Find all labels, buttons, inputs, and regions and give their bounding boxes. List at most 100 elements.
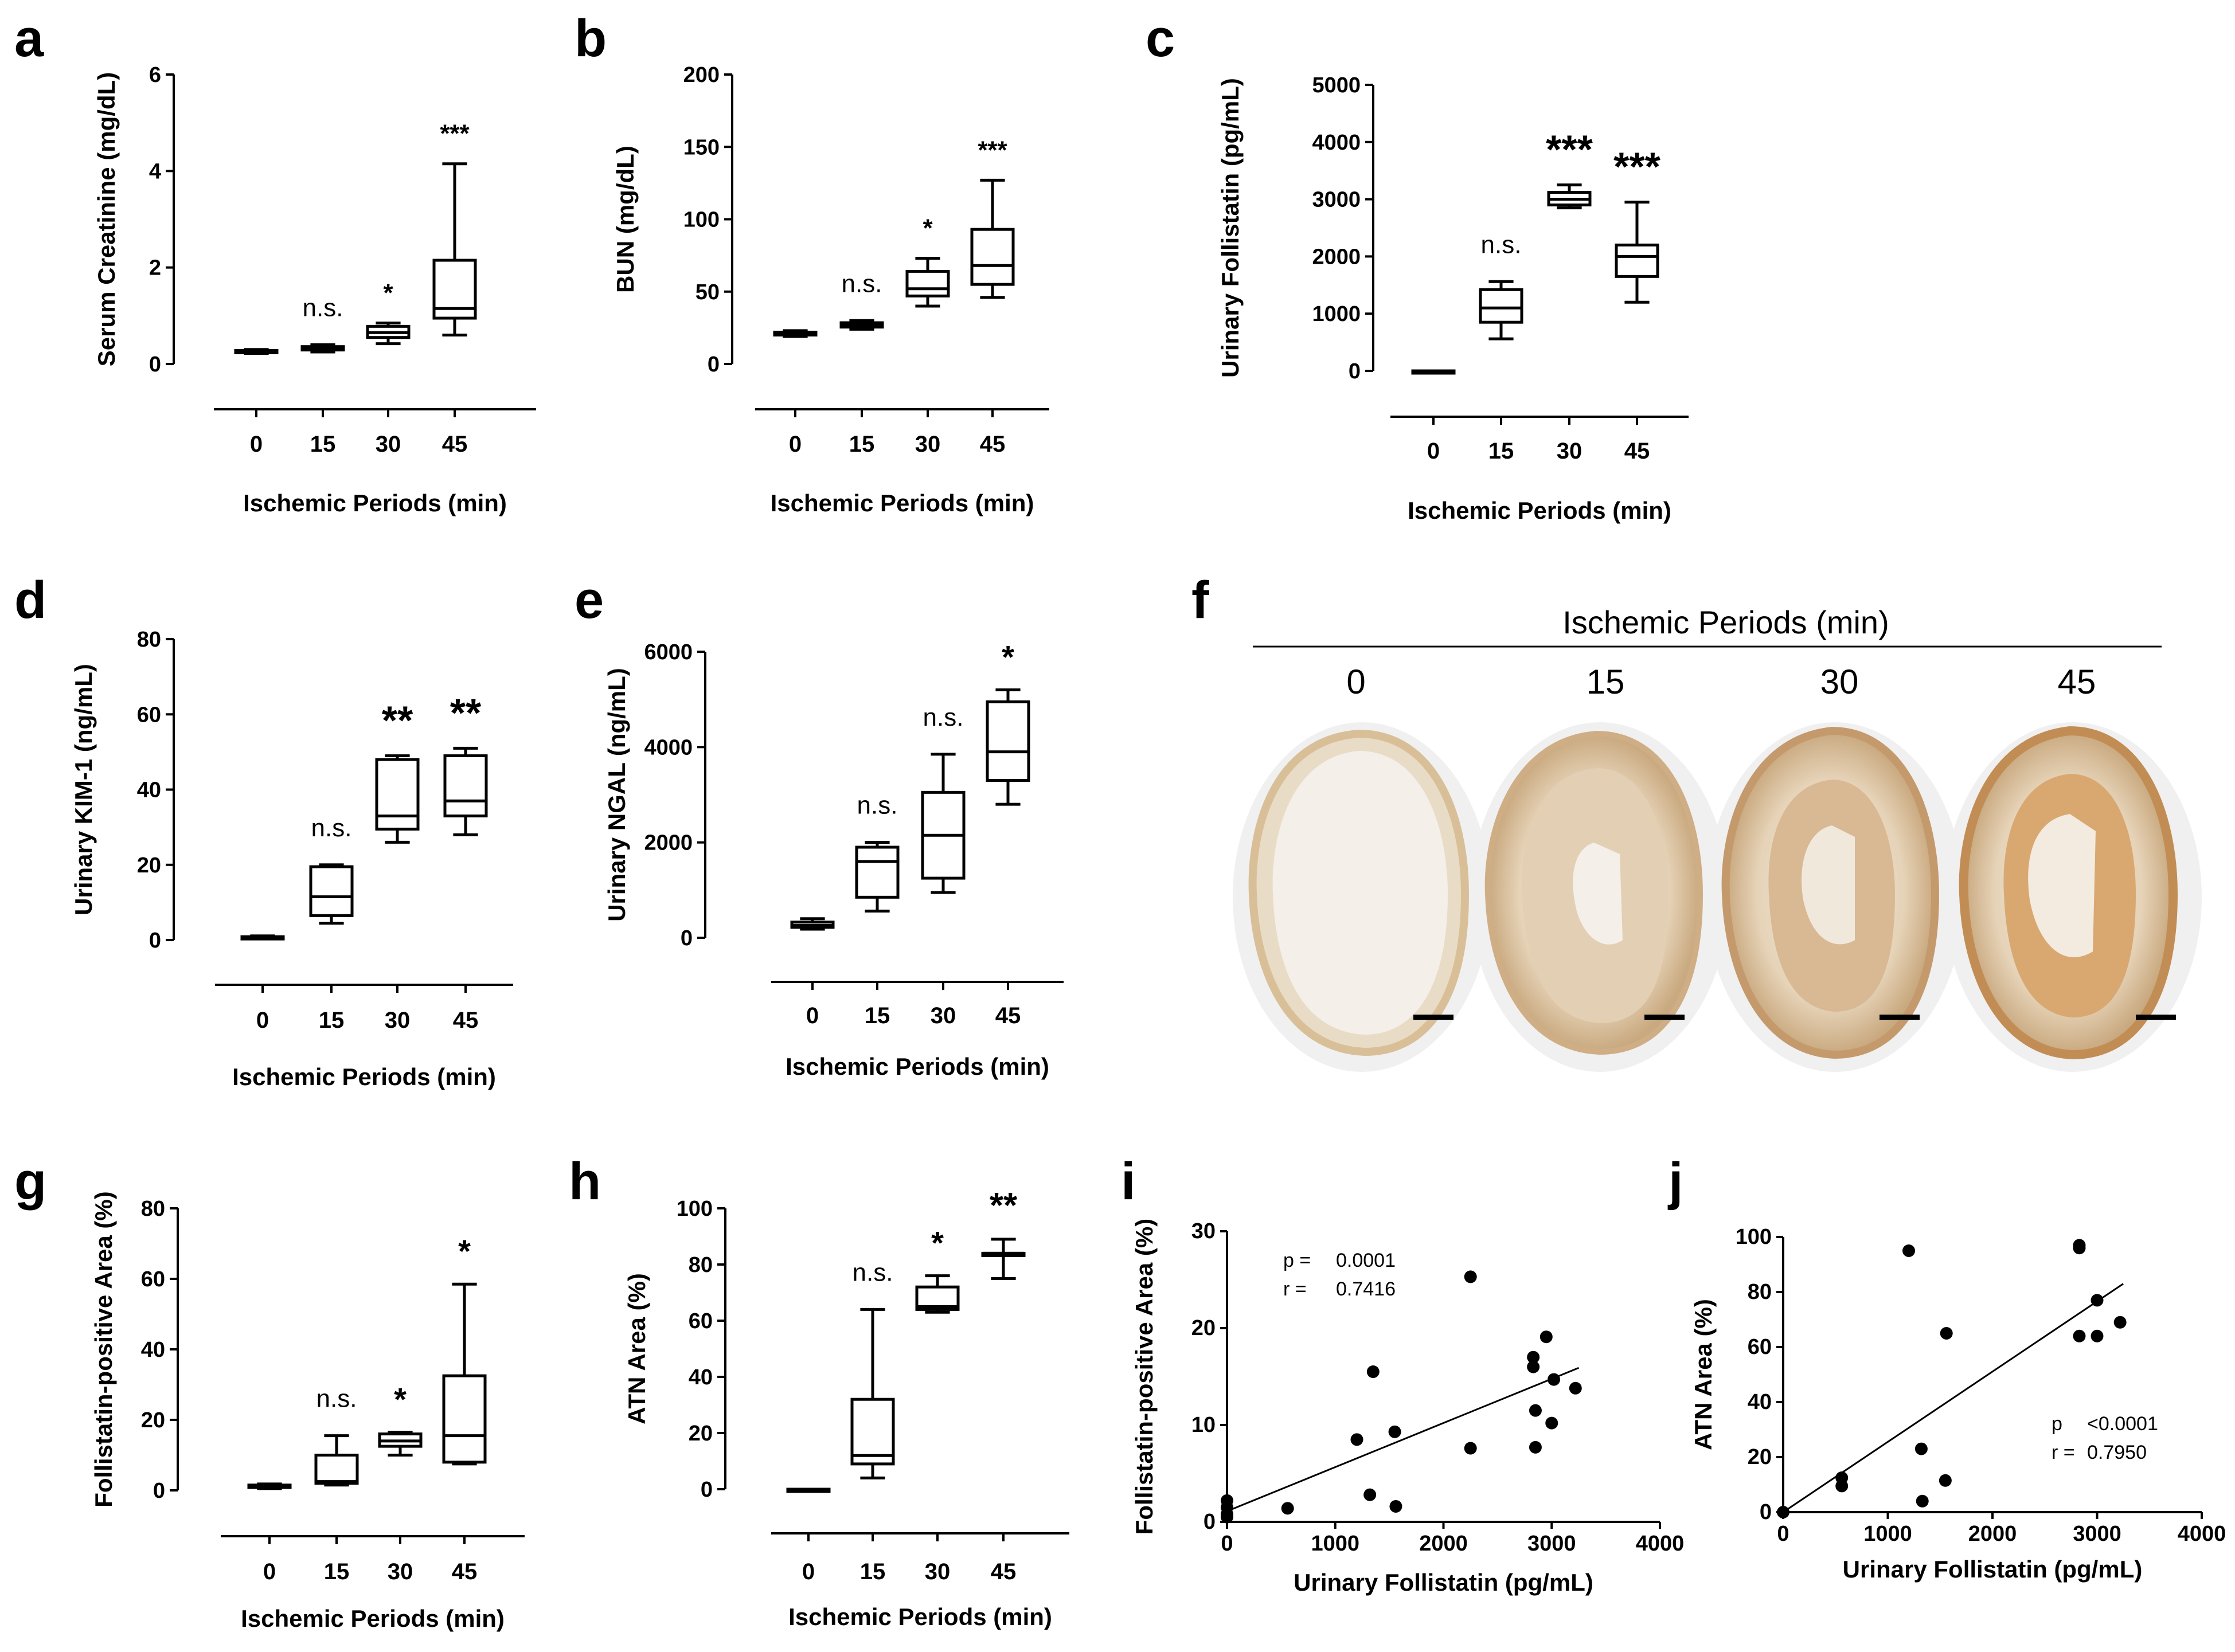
significance-label: *** — [1613, 144, 1660, 189]
y-tick-label: 20 — [689, 1422, 713, 1446]
y-tick-label: 80 — [689, 1253, 713, 1277]
y-tick-label: 6 — [149, 63, 161, 87]
y-tick-label: 4000 — [644, 735, 693, 760]
y-tick-label: 0 — [153, 1479, 165, 1503]
y-axis-title: Urinary KIM-1 (ng/mL) — [70, 664, 97, 915]
panel-letter-j: j — [1667, 1152, 1683, 1211]
box-45 — [986, 688, 1030, 806]
chart-c: 0 1000 2000 3000 4000 5000 0 15 30 45 Urinary Foll… — [1217, 73, 1689, 524]
x-tick-label: 15 — [310, 432, 336, 457]
y-tick-label: 150 — [683, 135, 720, 159]
regression-line — [1226, 1367, 1580, 1512]
data-point — [1363, 1488, 1377, 1501]
x-tick-label: 15 — [849, 432, 875, 457]
significance-label: ** — [990, 1186, 1018, 1226]
p-label: p — [2052, 1413, 2062, 1435]
data-point — [1569, 1381, 1582, 1395]
significance-label: n.s. — [853, 1258, 893, 1286]
y-tick-label: 60 — [137, 703, 161, 727]
x-tick-label: 2000 — [1968, 1522, 2017, 1546]
y-tick-label: 60 — [141, 1267, 165, 1291]
panel-letter-d: d — [14, 571, 46, 629]
kidney-image-15 — [1471, 722, 1729, 1072]
panel-letter-f: f — [1191, 571, 1209, 629]
data-point — [1914, 1442, 1928, 1455]
box-iqr — [850, 1397, 895, 1466]
y-tick-label: 100 — [683, 208, 720, 232]
x-axis-title: Ischemic Periods (min) — [771, 490, 1034, 516]
y-axis-title: Urinary Follistatin (pg/mL) — [1217, 78, 1244, 378]
y-tick-label: 0 — [1349, 359, 1361, 383]
significance-label: n.s. — [317, 1385, 357, 1413]
y-tick-label: 20 — [1748, 1445, 1772, 1469]
x-tick-label: 30 — [1557, 439, 1583, 464]
data-point — [1527, 1360, 1540, 1373]
y-tick-label: 4 — [149, 159, 161, 183]
x-axis-title: Ischemic Periods (min) — [786, 1053, 1049, 1080]
box-iqr — [375, 758, 420, 831]
y-tick-label: 3000 — [1312, 188, 1361, 212]
significance-label: *** — [978, 136, 1007, 164]
x-tick-label: 4000 — [1636, 1532, 1685, 1556]
x-axis-title: Urinary Follistatin (pg/mL) — [1294, 1569, 1593, 1596]
y-tick-label: 80 — [141, 1197, 165, 1221]
y-tick-label: 40 — [137, 778, 161, 802]
x-axis-title: Ischemic Periods (min) — [788, 1603, 1052, 1630]
y-tick-label: 40 — [141, 1338, 165, 1362]
x-tick-label: 2000 — [1419, 1532, 1468, 1556]
chart-e: 0 2000 4000 6000 0 15 30 45 Urinary NGAL (ng/mL)… — [603, 639, 1064, 1080]
scale-bar — [1644, 1015, 1685, 1020]
significance-label: * — [931, 1225, 944, 1261]
significance-label: * — [383, 279, 393, 307]
x-axis-title: Ischemic Periods (min) — [241, 1605, 505, 1632]
significance-label: n.s. — [311, 814, 352, 842]
scale-bar — [2136, 1015, 2176, 1020]
box-45 — [443, 746, 488, 836]
data-point — [1902, 1244, 1915, 1257]
data-point — [1916, 1494, 1929, 1508]
y-tick-label: 40 — [689, 1365, 713, 1389]
y-tick-label: 0 — [149, 353, 161, 377]
y-tick-label: 20 — [1191, 1316, 1216, 1340]
box-15 — [850, 1307, 895, 1479]
panel-letter-a: a — [14, 9, 44, 68]
y-tick-label: 0 — [708, 353, 720, 377]
r-value: 0.7416 — [1336, 1278, 1396, 1300]
x-tick-label: 30 — [376, 432, 401, 457]
y-tick-label: 4000 — [1312, 131, 1361, 155]
y-tick-label: 0 — [1760, 1500, 1772, 1524]
box-30 — [366, 321, 411, 346]
x-tick-label: 0 — [1221, 1532, 1233, 1556]
significance-label: * — [1002, 639, 1014, 675]
data-point — [2091, 1294, 2104, 1307]
box-15 — [1479, 280, 1523, 340]
box-0 — [1411, 369, 1456, 375]
x-tick-label: 15 — [865, 1003, 890, 1028]
y-tick-label: 6000 — [644, 640, 693, 664]
box-iqr — [1479, 288, 1523, 324]
y-tick-label: 0 — [149, 929, 161, 953]
y-tick-label: 80 — [1748, 1280, 1772, 1304]
data-point — [1527, 1350, 1540, 1364]
histology-time-45: 45 — [2058, 663, 2096, 701]
y-axis-title: BUN (mg/dL) — [612, 146, 639, 293]
histology-time-0: 0 — [1346, 663, 1365, 701]
chart-b: 0 50 100 150 200 0 15 30 45 BUN (mg/dL) Ischemic P… — [612, 63, 1049, 516]
box-15 — [314, 1434, 359, 1487]
significance-label: ** — [450, 690, 482, 735]
box-30 — [378, 1431, 423, 1457]
box-0 — [234, 348, 279, 355]
x-axis-title: Ischemic Periods (min) — [1408, 497, 1671, 524]
x-axis-title: Urinary Follistatin (pg/mL) — [1843, 1556, 2143, 1583]
significance-label: * — [923, 214, 933, 242]
chart-i: 0 10 20 30 0 1000 2000 3000 4000 Follistatin-posi… — [1131, 1219, 1684, 1596]
data-point — [1777, 1506, 1789, 1518]
x-tick-label: 3000 — [2073, 1522, 2121, 1546]
data-point — [1540, 1330, 1553, 1344]
r-label: r = — [1283, 1278, 1307, 1300]
y-tick-label: 40 — [1748, 1390, 1772, 1414]
box-45 — [981, 1238, 1026, 1280]
histology-time-15: 15 — [1587, 663, 1625, 701]
panel-letter-c: c — [1146, 9, 1175, 68]
